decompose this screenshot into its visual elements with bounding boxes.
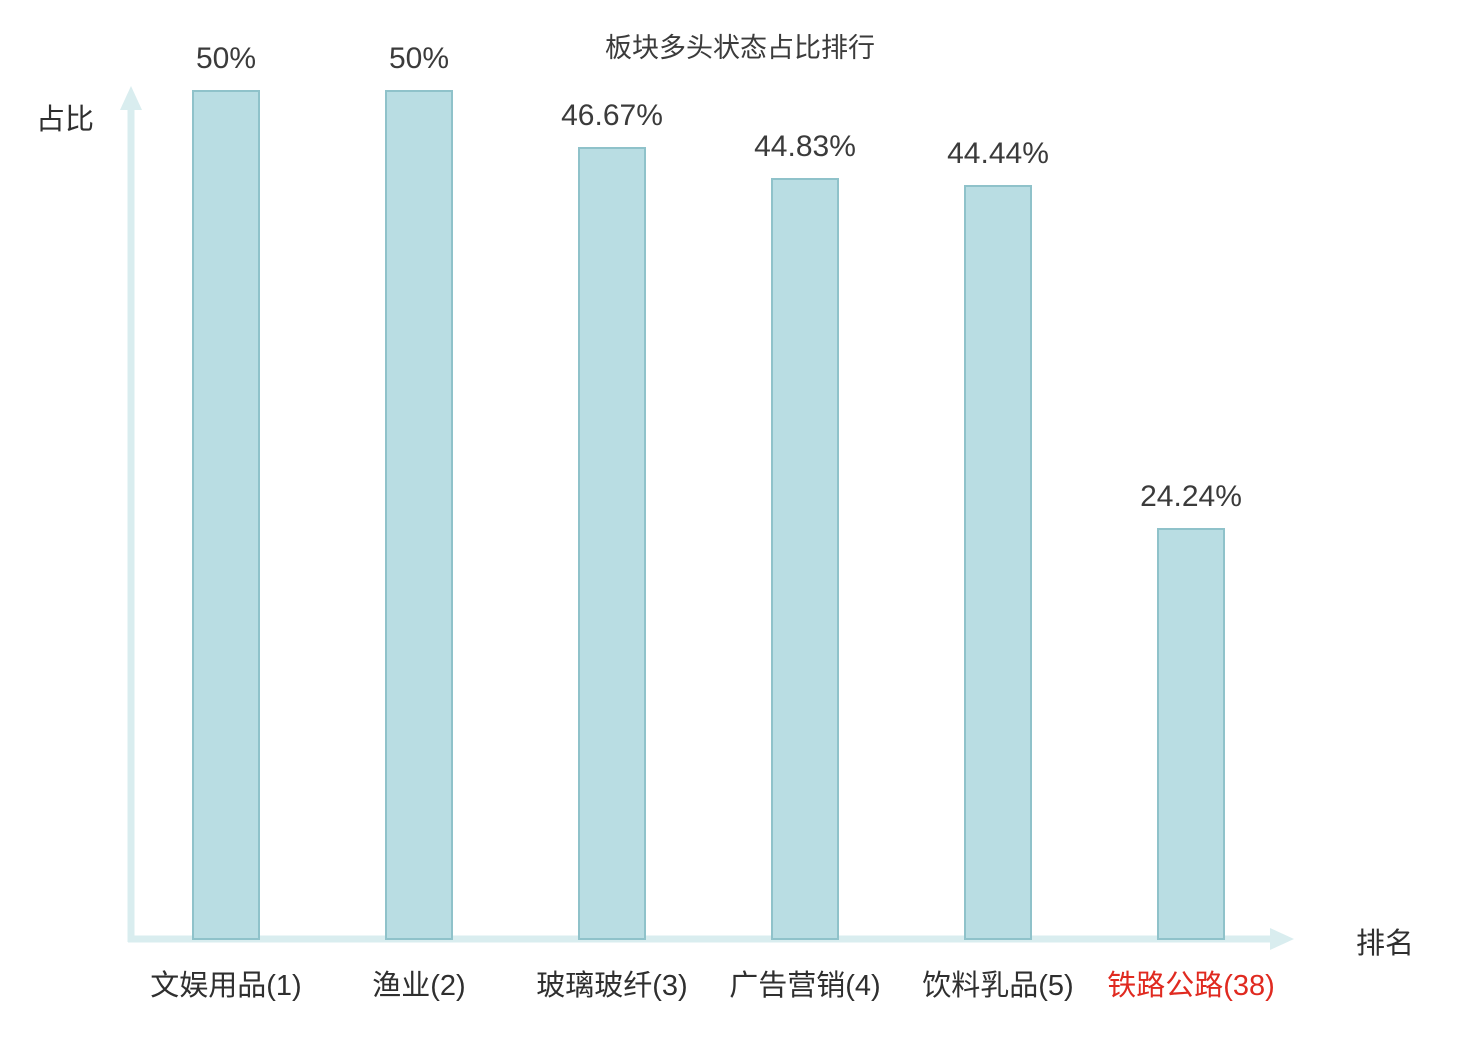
bar-value-label: 50% (195, 42, 257, 75)
category-label: 渔业(2) (372, 970, 466, 1002)
category-label: 铁路公路(38) (1107, 970, 1275, 1002)
x-axis-label: 排名 (1356, 928, 1415, 960)
bar (771, 178, 839, 940)
category-label: 广告营销(4) (729, 970, 881, 1002)
bar (578, 147, 646, 940)
bar-value-label: 44.44% (947, 137, 1049, 170)
bar-value-label: 46.67% (561, 99, 663, 132)
bar (964, 185, 1032, 940)
bar (1157, 528, 1225, 940)
bar-value-label: 24.24% (1140, 480, 1242, 513)
y-axis-label: 占比 (36, 104, 95, 136)
bar (385, 90, 453, 940)
category-label: 文娱用品(1) (150, 970, 302, 1002)
category-label: 饮料乳品(5) (922, 970, 1074, 1002)
chart-title: 板块多头状态占比排行 (605, 33, 875, 63)
bar (192, 90, 260, 940)
category-label: 玻璃玻纤(3) (536, 970, 688, 1002)
bar-value-label: 44.83% (754, 130, 856, 163)
bar-value-label: 50% (388, 42, 450, 75)
